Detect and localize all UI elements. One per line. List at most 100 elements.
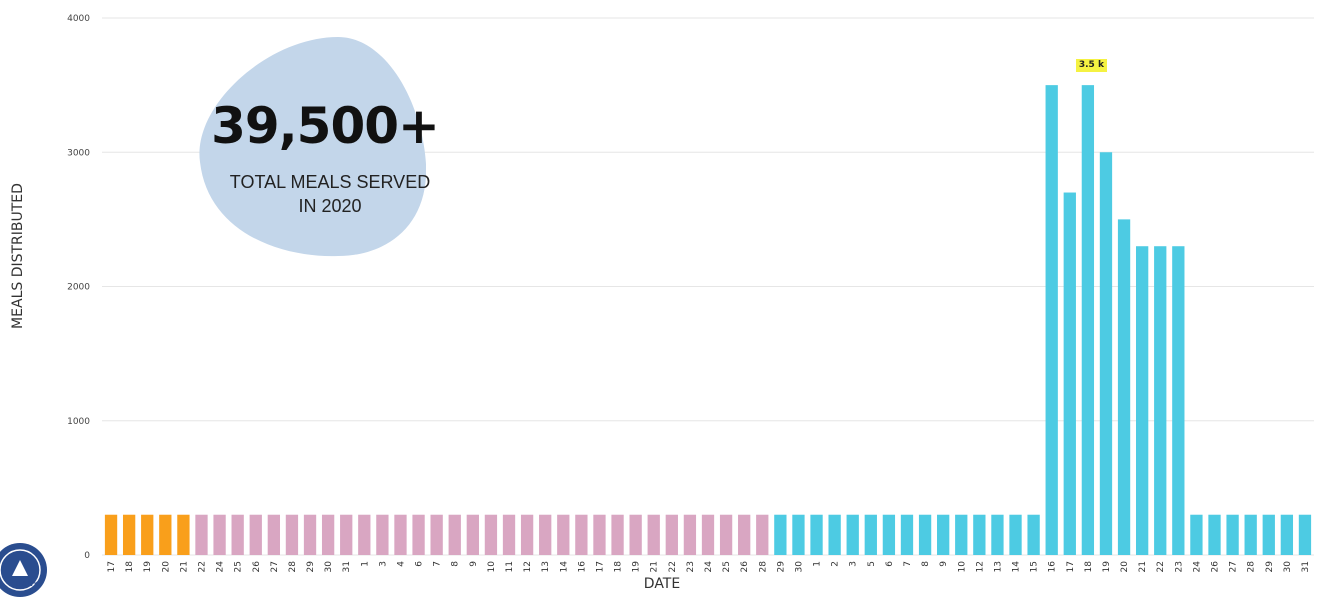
x-tick-label: 28 [288, 561, 298, 573]
bar-value-label: 3.5 k [1075, 59, 1107, 73]
x-tick-label: 19 [632, 561, 642, 573]
x-tick-label: 5 [867, 561, 877, 567]
x-tick-label: 23 [686, 561, 696, 572]
bar [738, 514, 751, 555]
bar [593, 514, 606, 555]
x-tick-label: 8 [451, 561, 461, 567]
bar [1117, 219, 1131, 555]
x-tick-label: 13 [541, 561, 551, 572]
bar [394, 514, 407, 555]
x-tick-label: 21 [1138, 561, 1148, 572]
bar [122, 514, 136, 555]
y-tick-label: 0 [84, 551, 90, 561]
bar [520, 514, 534, 555]
bar [575, 514, 588, 555]
x-tick-label: 29 [1265, 561, 1275, 573]
bar [1280, 514, 1294, 555]
x-tick-label: 31 [342, 561, 352, 572]
x-tick-label: 25 [722, 561, 732, 572]
x-tick-label: 29 [306, 561, 316, 573]
bar [104, 514, 118, 555]
x-tick-label: 30 [794, 561, 804, 573]
x-tick-label: 19 [1102, 561, 1112, 573]
bank-logo [0, 543, 47, 597]
x-tick-label: 4 [396, 561, 406, 567]
bar [918, 514, 932, 555]
bar [611, 514, 624, 555]
x-tick-label: 3 [378, 561, 388, 567]
y-tick-label: 1000 [67, 417, 90, 427]
x-tick-label: 2 [831, 561, 841, 567]
x-tick-label: 15 [1030, 561, 1040, 572]
x-tick-label: 21 [650, 561, 660, 572]
bar [321, 514, 335, 555]
x-tick-label: 17 [595, 561, 605, 572]
x-tick-label: 1 [360, 561, 370, 567]
x-tick-label: 18 [614, 561, 624, 573]
x-tick-label: 19 [143, 561, 153, 573]
y-axis-title: MEALS DISTRIBUTED [10, 183, 26, 329]
bar [1081, 85, 1095, 555]
bar [864, 514, 877, 555]
logo-text: BANK [16, 580, 40, 588]
x-tick-label: 18 [1084, 561, 1094, 573]
bar [1190, 514, 1203, 555]
x-tick-label: 30 [324, 561, 334, 573]
x-tick-label: 28 [1247, 561, 1257, 573]
x-tick-label: 30 [1283, 561, 1293, 573]
x-tick-label: 14 [1012, 561, 1022, 573]
x-tick-label: 27 [1229, 561, 1239, 572]
bar [340, 514, 353, 555]
bar [1262, 514, 1275, 555]
caption-line-2: IN 2020 [298, 196, 362, 216]
x-tick-label: 9 [939, 561, 949, 567]
x-tick-label: 29 [776, 561, 786, 573]
bar [539, 514, 552, 555]
x-tick-label: 27 [270, 561, 280, 572]
bar [1154, 246, 1167, 555]
bar [629, 514, 642, 555]
x-tick-label: 16 [577, 561, 587, 573]
bar [756, 514, 769, 555]
bar [1208, 514, 1221, 555]
bar [991, 514, 1004, 555]
x-tick-label: 6 [885, 561, 895, 567]
bar [466, 514, 479, 555]
x-tick-label: 9 [469, 561, 479, 567]
bar [159, 514, 172, 555]
x-tick-label: 28 [758, 561, 768, 573]
bar [557, 514, 570, 555]
x-tick-label: 12 [523, 561, 533, 572]
x-tick-labels: 17 18 19 20 21 22 24 25 26 27 28 29 30 31 1 3 4 6 7 8 9 10 11 1… [107, 561, 1311, 573]
x-tick-label: 26 [740, 561, 750, 573]
x-tick-label: 22 [668, 561, 678, 572]
bar [249, 514, 262, 555]
bar [882, 514, 896, 555]
bar [358, 514, 371, 555]
bar [683, 514, 697, 555]
bar [774, 514, 787, 555]
bar [1298, 514, 1312, 555]
summary-blob [199, 37, 426, 257]
x-tick-label: 24 [704, 561, 714, 573]
bar [701, 514, 715, 555]
x-tick-label: 13 [993, 561, 1003, 572]
bar [285, 514, 299, 555]
x-tick-label: 8 [921, 561, 931, 567]
x-tick-label: 25 [234, 561, 244, 572]
y-tick-label: 3000 [67, 148, 90, 158]
bar [412, 514, 425, 555]
x-tick-label: 24 [216, 561, 226, 573]
x-tick-label: 18 [125, 561, 135, 573]
bars [104, 85, 1312, 555]
x-tick-label: 20 [161, 561, 171, 573]
x-tick-label: 26 [1211, 561, 1221, 573]
bar [213, 514, 226, 555]
x-tick-label: 6 [415, 561, 425, 567]
total-meals-caption: TOTAL MEALS SERVED IN 2020 [170, 170, 490, 218]
bar [502, 514, 516, 555]
x-tick-label: 16 [1048, 561, 1058, 573]
x-tick-label: 3 [849, 561, 859, 567]
bar [900, 514, 914, 555]
x-tick-label: 21 [179, 561, 189, 572]
